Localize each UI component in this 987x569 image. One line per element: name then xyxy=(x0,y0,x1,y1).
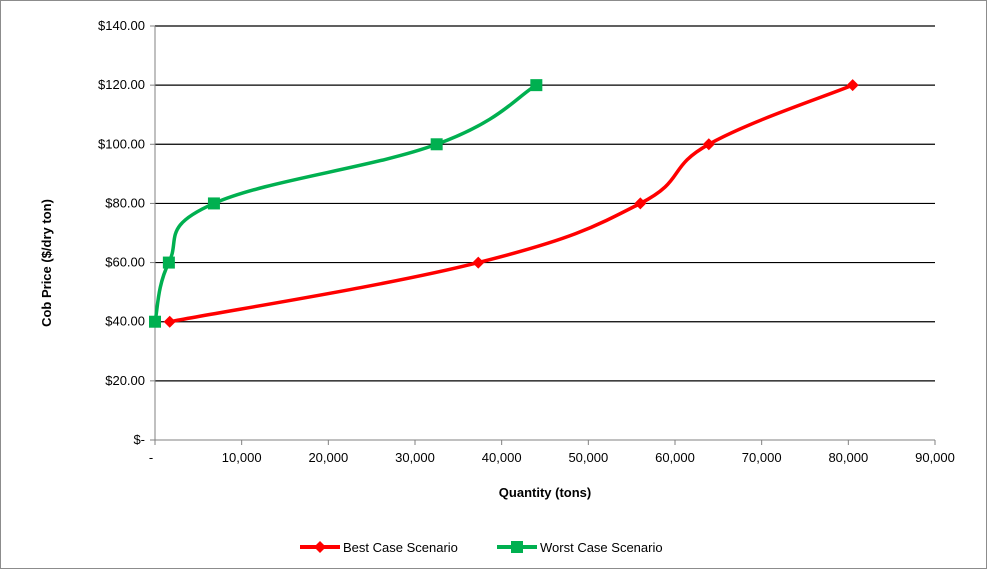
tick-labels: $- $20.00 $40.00 $60.00 $80.00 $100.00 $120.00… xyxy=(98,18,955,465)
x-tick-label: 30,000 xyxy=(395,450,435,465)
data-point-marker xyxy=(162,256,175,269)
series-markers xyxy=(149,79,859,328)
x-tick-label: 20,000 xyxy=(308,450,348,465)
data-point-marker xyxy=(634,197,647,210)
data-point-marker xyxy=(702,138,715,151)
y-tick-label: $100.00 xyxy=(98,136,145,151)
y-tick-label: $40.00 xyxy=(105,314,145,329)
data-point-marker xyxy=(149,315,161,328)
y-axis-title: Cob Price ($/dry ton) xyxy=(39,199,54,327)
x-tick-label: 80,000 xyxy=(828,450,868,465)
data-point-marker xyxy=(530,79,543,92)
legend: Best Case Scenario Worst Case Scenario xyxy=(300,540,663,555)
data-point-marker xyxy=(472,256,485,269)
data-point-marker xyxy=(846,79,859,92)
y-tick-label: $140.00 xyxy=(98,18,145,33)
data-point-marker xyxy=(207,197,220,210)
data-point-marker xyxy=(163,315,176,328)
y-tick-label: $- xyxy=(133,432,145,447)
data-point-marker xyxy=(430,138,443,151)
grid-lines xyxy=(155,25,935,382)
x-tick-label: 60,000 xyxy=(655,450,695,465)
y-tick-label: $20.00 xyxy=(105,373,145,388)
legend-marker-best-case xyxy=(314,541,326,553)
y-tick-label: $80.00 xyxy=(105,195,145,210)
y-tick-label: $120.00 xyxy=(98,77,145,92)
series-line-0 xyxy=(167,83,855,324)
x-tick-label: - xyxy=(149,450,153,465)
legend-item-worst-case: Worst Case Scenario xyxy=(497,540,663,555)
x-tick-label: 70,000 xyxy=(742,450,782,465)
legend-label-best-case: Best Case Scenario xyxy=(343,540,458,555)
x-tick-label: 90,000 xyxy=(915,450,955,465)
legend-item-best-case: Best Case Scenario xyxy=(300,540,458,555)
x-tick-label: 40,000 xyxy=(482,450,522,465)
y-tick-label: $60.00 xyxy=(105,255,145,270)
x-axis-title: Quantity (tons) xyxy=(499,485,591,500)
x-tick-label: 50,000 xyxy=(568,450,608,465)
legend-marker-worst-case xyxy=(511,541,523,553)
legend-label-worst-case: Worst Case Scenario xyxy=(540,540,663,555)
x-tick-label: 10,000 xyxy=(222,450,262,465)
